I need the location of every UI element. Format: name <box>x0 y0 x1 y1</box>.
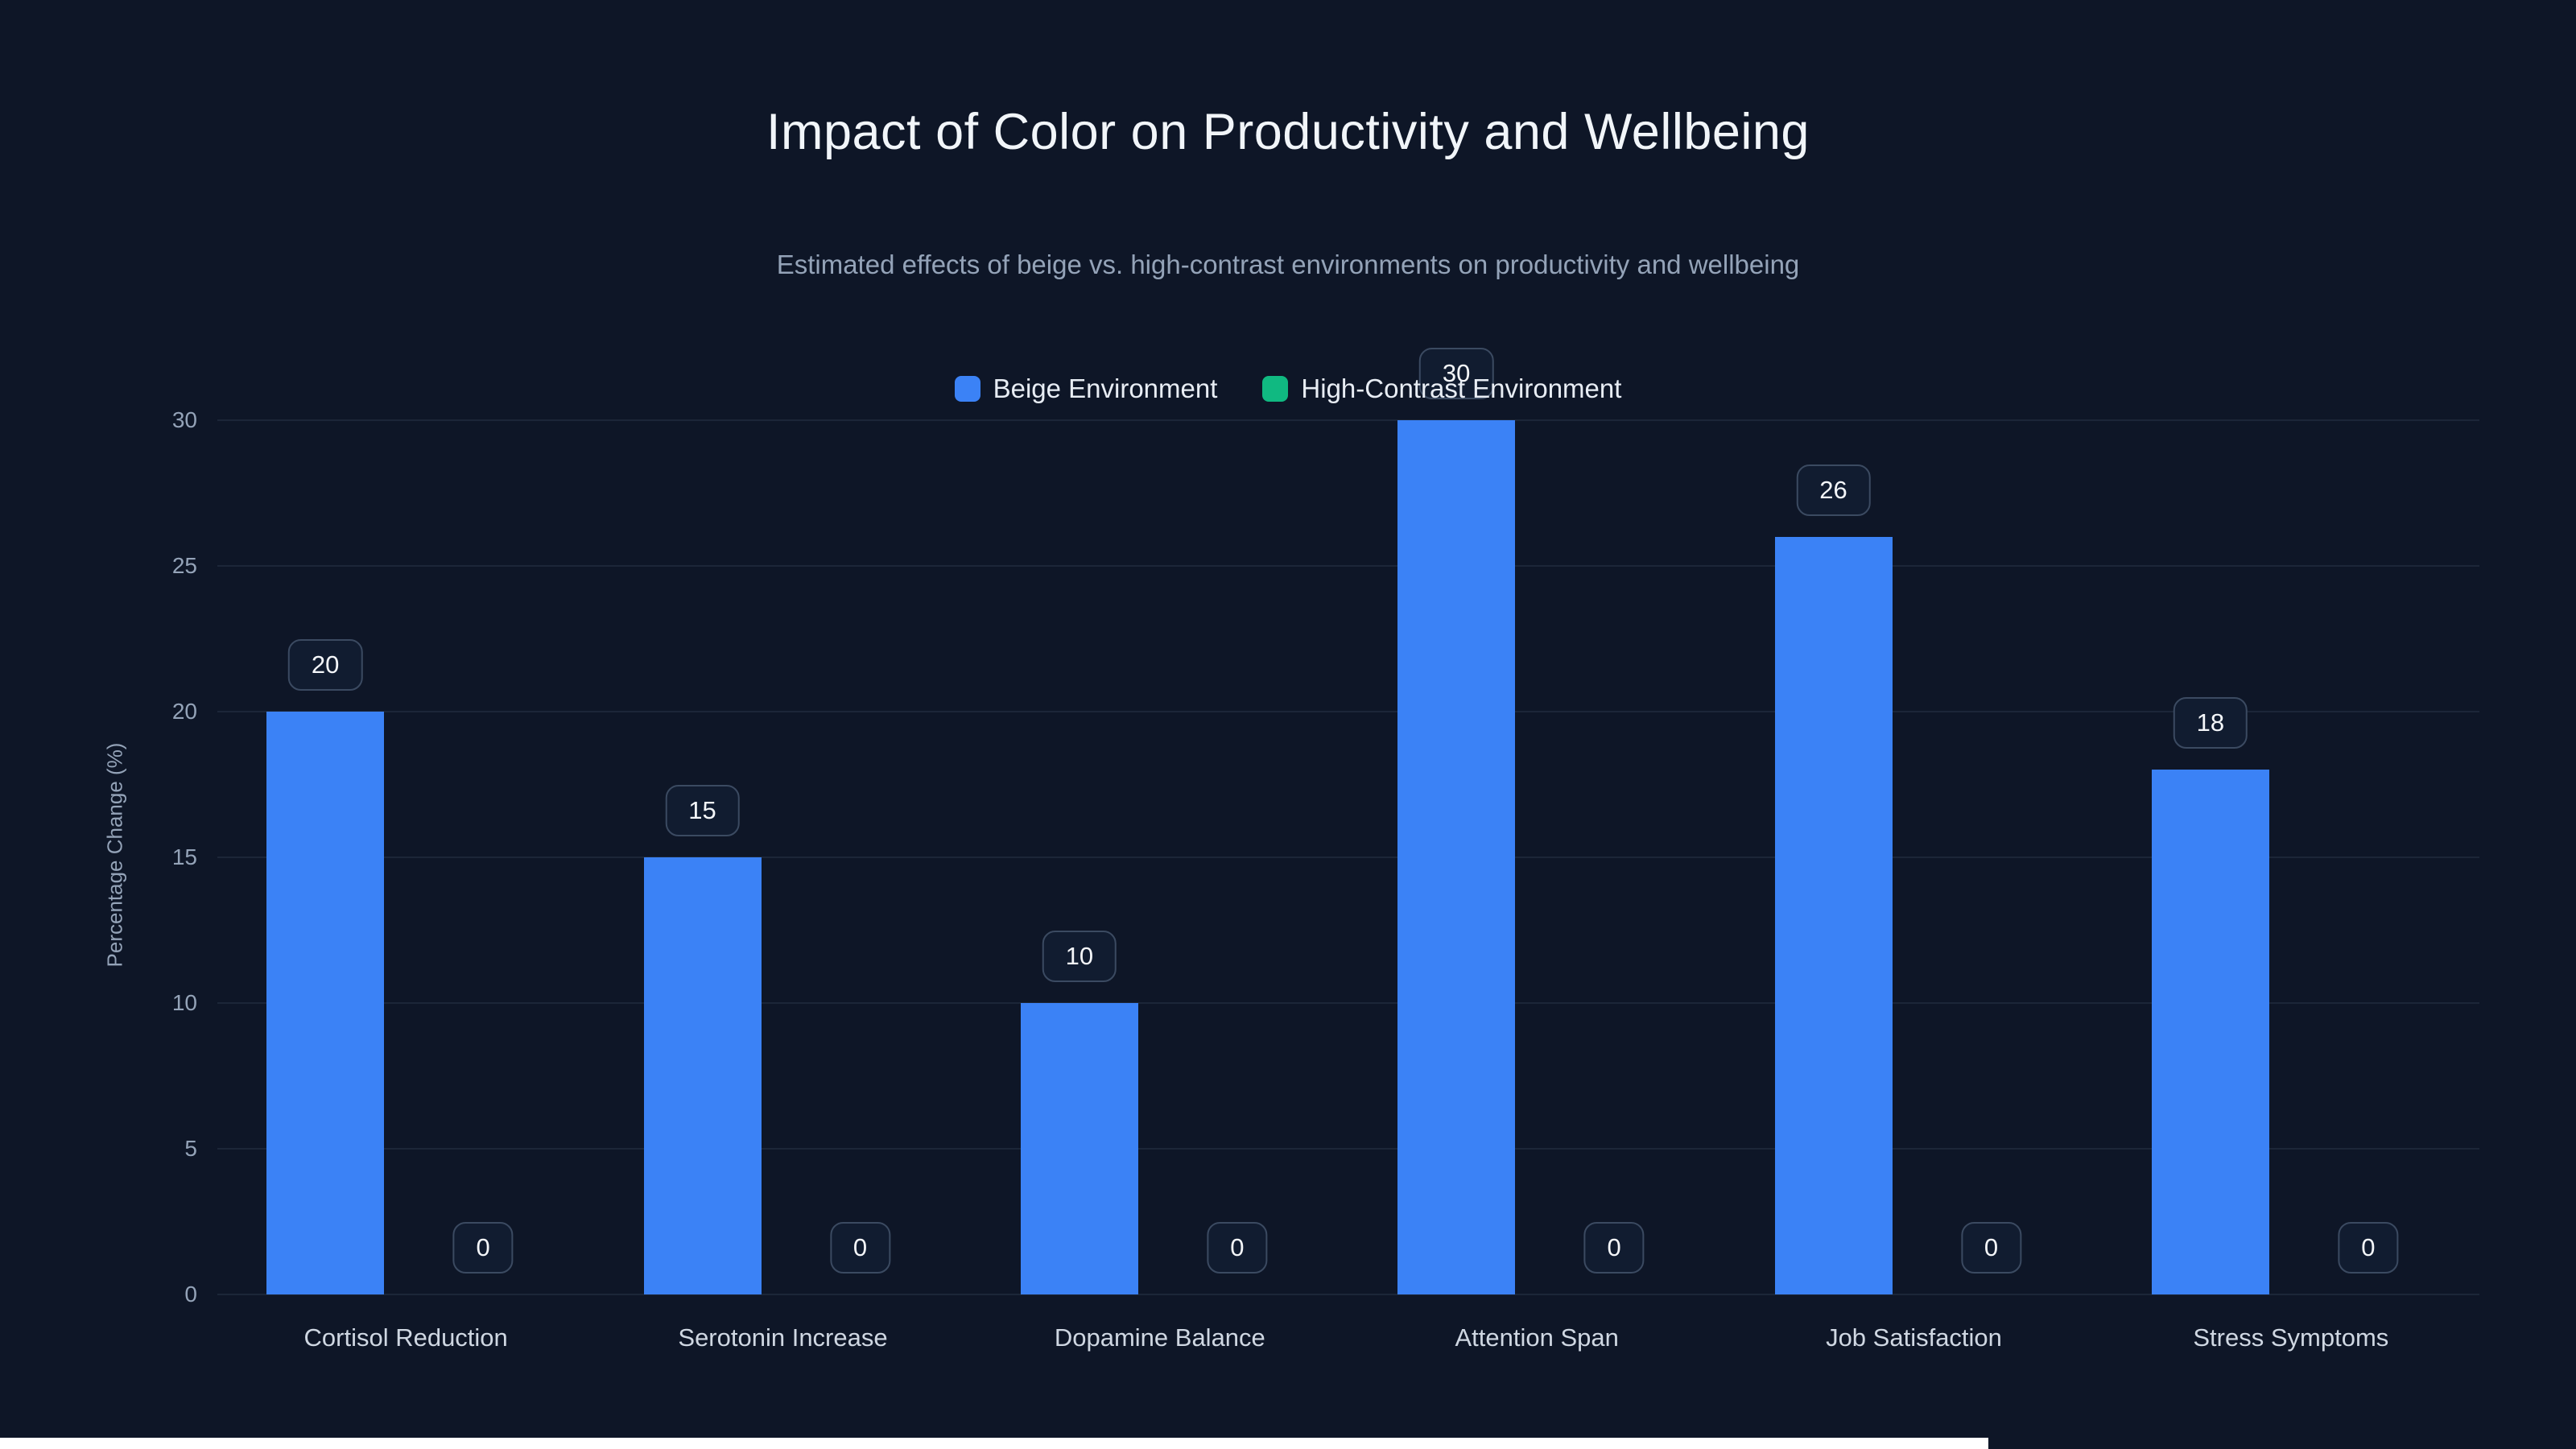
x-axis-label: Job Satisfaction <box>1826 1323 2002 1352</box>
y-tick-label: 0 <box>184 1282 197 1307</box>
y-tick-label: 20 <box>171 699 197 724</box>
y-tick-label: 25 <box>171 553 197 578</box>
x-axis-label: Dopamine Balance <box>1054 1323 1265 1352</box>
value-label: 0 <box>1207 1222 1268 1274</box>
value-label: 18 <box>2173 697 2248 749</box>
gridline <box>217 1002 2479 1004</box>
legend-label: High-Contrast Environment <box>1301 374 1622 403</box>
value-label: 15 <box>665 785 740 836</box>
legend-item-high-contrast-environment[interactable]: High-Contrast Environment <box>1262 374 1621 404</box>
value-label: 30 <box>1418 348 1494 399</box>
bar-beige-environment-stress-symptoms[interactable] <box>2151 770 2269 1294</box>
legend-swatch-icon <box>1262 376 1289 402</box>
legend: Beige Environment High-Contrast Environme… <box>0 374 2576 404</box>
bottom-strip <box>0 1438 1988 1449</box>
x-axis-label: Stress Symptoms <box>2193 1323 2389 1352</box>
bar-beige-environment-serotonin-increase[interactable] <box>643 857 762 1294</box>
x-axis-label: Attention Span <box>1455 1323 1619 1352</box>
x-axis-label: Serotonin Increase <box>678 1323 888 1352</box>
value-label: 0 <box>452 1222 514 1274</box>
value-label: 10 <box>1042 931 1117 982</box>
gridline <box>217 711 2479 712</box>
gridline <box>217 1148 2479 1150</box>
value-label: 0 <box>1583 1222 1645 1274</box>
value-label: 0 <box>2338 1222 2399 1274</box>
value-label: 26 <box>1796 464 1871 516</box>
bar-beige-environment-attention-span[interactable] <box>1397 420 1516 1294</box>
legend-label: Beige Environment <box>993 374 1218 403</box>
value-label: 0 <box>1960 1222 2022 1274</box>
chart-subtitle: Estimated effects of beige vs. high-cont… <box>776 250 1800 279</box>
chart-title: Impact of Color on Productivity and Well… <box>766 104 1810 160</box>
x-axis-label: Cortisol Reduction <box>303 1323 508 1352</box>
gridline <box>217 857 2479 858</box>
gridline <box>217 565 2479 567</box>
y-tick-label: 30 <box>171 407 197 432</box>
y-tick-label: 10 <box>171 990 197 1015</box>
value-label: 0 <box>829 1222 891 1274</box>
value-label: 20 <box>287 639 363 691</box>
y-tick-label: 15 <box>171 844 197 869</box>
legend-swatch-icon <box>954 376 980 402</box>
bar-beige-environment-job-satisfaction[interactable] <box>1774 536 1893 1294</box>
y-tick-label: 5 <box>184 1136 197 1161</box>
plot-area: Percentage Change (%) 0 5 10 15 20 25 30 20 0 Cor… <box>103 348 2479 1352</box>
legend-item-beige-environment[interactable]: Beige Environment <box>954 374 1218 404</box>
bar-beige-environment-cortisol-reduction[interactable] <box>266 712 385 1294</box>
bar-beige-environment-dopamine-balance[interactable] <box>1020 1003 1138 1294</box>
gridline <box>217 1294 2479 1295</box>
gridline <box>217 419 2479 421</box>
